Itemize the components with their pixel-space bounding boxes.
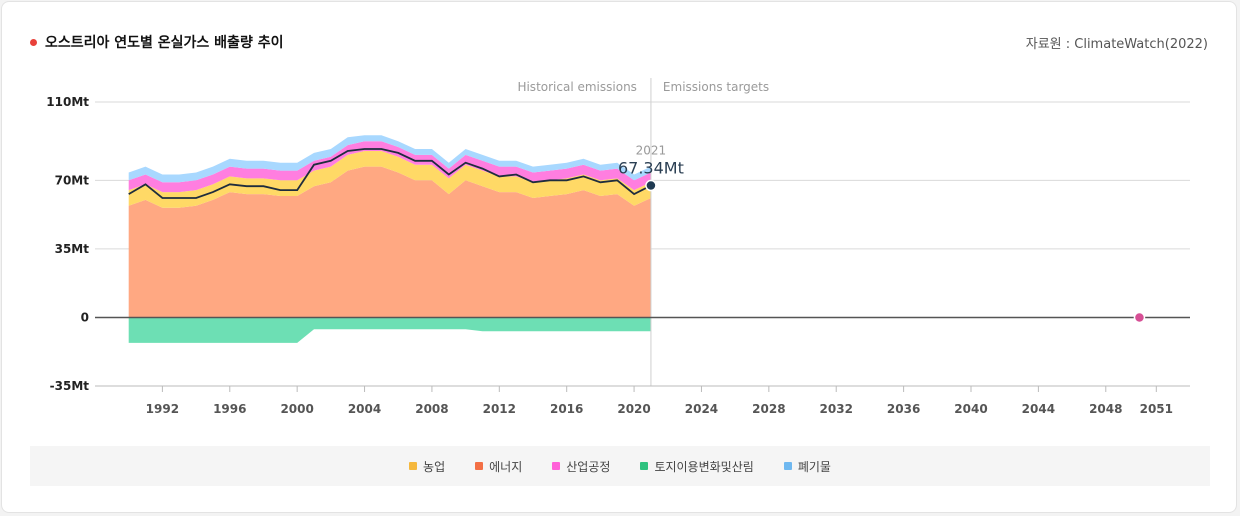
data-source: 자료원 : ClimateWatch(2022) — [1025, 37, 1208, 52]
series-area-3 — [128, 135, 651, 183]
x-tick-label: 1992 — [146, 402, 179, 416]
x-tick-label: 2044 — [1022, 402, 1055, 416]
legend-swatch-icon — [409, 462, 418, 470]
x-tick-label: 2004 — [348, 402, 381, 416]
x-tick-label: 2048 — [1089, 402, 1122, 416]
x-tick-label: 2036 — [887, 402, 920, 416]
historical-emissions-label: Historical emissions — [517, 80, 636, 94]
x-tick-label: 2024 — [685, 402, 718, 416]
latest-value-point — [645, 179, 657, 192]
legend-item[interactable]: 산업공정 — [552, 458, 610, 475]
net-emissions-line — [128, 148, 652, 199]
legend-swatch-icon — [475, 462, 484, 470]
legend-label: 산업공정 — [566, 459, 611, 474]
y-tick-label: -35Mt — [50, 379, 90, 393]
chart-title: 오스트리아 연도별 온실가스 배출량 추이 — [30, 32, 283, 52]
legend-item[interactable]: 농업 — [409, 458, 445, 475]
x-tick-label: 2020 — [617, 402, 650, 416]
series-area-4 — [128, 317, 651, 343]
axes: 110Mt 70Mt 35Mt 0 -35Mt 1992 1996 2000 2004 2008 2… — [46, 95, 1190, 416]
y-tick-label: 35Mt — [55, 242, 90, 256]
legend-label: 농업 — [423, 459, 446, 474]
overlay-layer: Historical emissions Emissions targets 202… — [95, 78, 1190, 386]
x-tick-label: 1996 — [213, 402, 246, 416]
x-tick-label: 2040 — [954, 402, 987, 416]
chart-legend: 농업 에너지 산업공정 토지이용변화및산림 폐기물 — [30, 446, 1210, 486]
target-point-2050 — [1133, 311, 1146, 324]
x-tick-label: 2032 — [820, 402, 853, 416]
x-tick-label: 2016 — [550, 402, 583, 416]
x-tick-label: 2008 — [415, 402, 448, 416]
legend-label: 에너지 — [489, 459, 523, 474]
x-tick-label: 2000 — [280, 402, 313, 416]
legend-swatch-icon — [552, 462, 561, 470]
x-tick-label: 2051 — [1140, 402, 1173, 416]
legend-label: 폐기물 — [797, 459, 831, 474]
y-tick-label: 70Mt — [55, 173, 90, 187]
area-layers — [128, 135, 651, 343]
title-bullet-icon — [30, 38, 37, 46]
legend-item[interactable]: 토지이용변화및산림 — [640, 458, 754, 475]
x-tick-label: 2028 — [752, 402, 785, 416]
chart-title-text: 오스트리아 연도별 온실가스 배출량 추이 — [45, 35, 284, 51]
x-tick-label: 2012 — [483, 402, 516, 416]
latest-year-label: 2021 — [636, 144, 667, 158]
legend-swatch-icon — [783, 462, 792, 470]
y-tick-label: 110Mt — [46, 95, 89, 109]
legend-label: 토지이용변화및산림 — [654, 459, 754, 474]
latest-value-label: 67.34Mt — [618, 159, 684, 178]
series-area-1 — [128, 151, 651, 208]
legend-swatch-icon — [640, 462, 649, 470]
legend-item[interactable]: 폐기물 — [783, 458, 831, 475]
legend-item[interactable]: 에너지 — [475, 458, 522, 475]
series-area-0 — [128, 166, 651, 318]
emissions-targets-label: Emissions targets — [663, 80, 769, 94]
y-tick-label: 0 — [81, 310, 89, 324]
